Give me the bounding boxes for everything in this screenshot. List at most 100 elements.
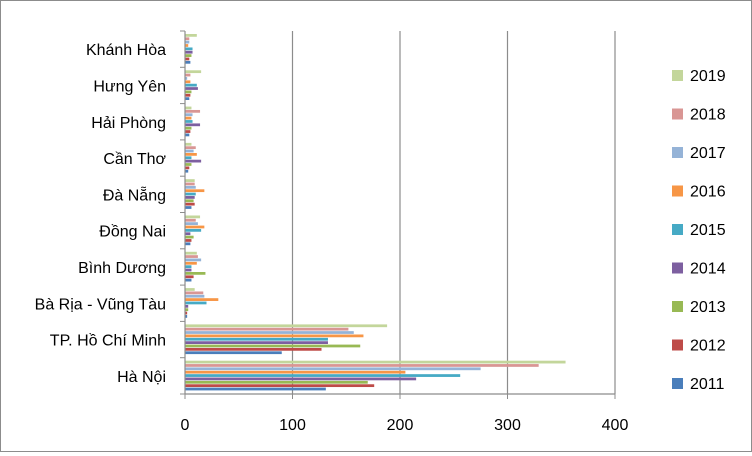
bar-2019-5 bbox=[185, 179, 195, 182]
category-label: Hải Phòng bbox=[91, 115, 166, 132]
legend-label-2013: 2013 bbox=[690, 299, 726, 316]
x-tick-label: 300 bbox=[494, 417, 521, 434]
bar-2015-7 bbox=[185, 120, 193, 123]
bar-2016-5 bbox=[185, 189, 204, 192]
bar-2014-5 bbox=[185, 196, 195, 199]
bar-2011-3 bbox=[185, 279, 191, 282]
bar-2015-4 bbox=[185, 229, 201, 232]
bar-2019-4 bbox=[185, 216, 200, 219]
category-label: Bình Dương bbox=[78, 260, 166, 277]
bar-2012-3 bbox=[185, 275, 194, 278]
bar-2017-3 bbox=[185, 259, 201, 262]
bar-2015-5 bbox=[185, 193, 196, 196]
bar-2018-5 bbox=[185, 183, 195, 186]
bar-2015-8 bbox=[185, 84, 197, 87]
bar-2012-0 bbox=[185, 384, 374, 387]
bar-2014-0 bbox=[185, 378, 416, 381]
bar-2014-8 bbox=[185, 87, 198, 90]
legend-label-2018: 2018 bbox=[690, 107, 726, 124]
bar-2011-5 bbox=[185, 206, 191, 209]
bar-2019-0 bbox=[185, 361, 566, 364]
bar-2016-1 bbox=[185, 335, 363, 338]
legend-label-2016: 2016 bbox=[690, 184, 726, 201]
category-label: Hưng Yên bbox=[93, 79, 166, 96]
bar-2011-4 bbox=[185, 242, 190, 245]
bar-2012-1 bbox=[185, 348, 322, 351]
bar-2018-7 bbox=[185, 110, 200, 113]
bar-2011-7 bbox=[185, 134, 189, 137]
bar-2014-6 bbox=[185, 160, 201, 163]
legend-swatch-2011 bbox=[672, 378, 683, 389]
category-label: TP. Hồ Chí Minh bbox=[50, 333, 166, 350]
category-label: Hà Nội bbox=[117, 369, 166, 386]
category-label: Khánh Hòa bbox=[86, 42, 166, 59]
bar-2019-8 bbox=[185, 70, 201, 73]
bar-2016-0 bbox=[185, 371, 405, 374]
bar-2016-4 bbox=[185, 226, 204, 229]
bar-2018-4 bbox=[185, 219, 196, 222]
legend-label-2019: 2019 bbox=[690, 68, 726, 85]
bar-2015-3 bbox=[185, 265, 191, 268]
bar-2017-4 bbox=[185, 222, 198, 225]
bar-2015-9 bbox=[185, 47, 193, 50]
bar-2015-6 bbox=[185, 156, 191, 159]
legend-label-2011: 2011 bbox=[690, 376, 725, 393]
bar-2014-7 bbox=[185, 123, 200, 126]
bar-2017-0 bbox=[185, 367, 481, 370]
legend-swatch-2016 bbox=[672, 186, 683, 197]
legend-swatch-2017 bbox=[672, 147, 683, 158]
bar-2013-0 bbox=[185, 381, 368, 384]
bar-2018-6 bbox=[185, 146, 196, 149]
bar-2013-1 bbox=[185, 345, 360, 348]
bar-2017-6 bbox=[185, 150, 194, 153]
bar-2013-4 bbox=[185, 236, 194, 239]
bar-2013-9 bbox=[185, 54, 191, 57]
legend-label-2012: 2012 bbox=[690, 338, 726, 355]
bar-2011-0 bbox=[185, 388, 326, 391]
legend-swatch-2013 bbox=[672, 301, 683, 312]
bar-2019-6 bbox=[185, 143, 191, 146]
bar-2019-1 bbox=[185, 324, 387, 327]
legend: 2019 2018 2017 2016 2015 2014 2013 2012 2011 bbox=[672, 68, 726, 393]
bar-2012-4 bbox=[185, 239, 191, 242]
x-tick-label: 0 bbox=[181, 417, 190, 434]
bar-2016-2 bbox=[185, 298, 218, 301]
gridlines bbox=[293, 31, 616, 394]
bar-2012-5 bbox=[185, 203, 195, 206]
bar-2012-7 bbox=[185, 130, 190, 133]
bar-2016-3 bbox=[185, 262, 197, 265]
bar-2017-1 bbox=[185, 331, 354, 334]
category-label: Bà Rịa - Vũng Tàu bbox=[35, 296, 166, 313]
bar-2014-9 bbox=[185, 51, 193, 54]
bar-2019-3 bbox=[185, 252, 197, 255]
bar-2018-2 bbox=[185, 291, 203, 294]
bar-2015-1 bbox=[185, 338, 328, 341]
legend-label-2015: 2015 bbox=[690, 222, 726, 239]
bar-2016-6 bbox=[185, 153, 197, 156]
bar-2019-2 bbox=[185, 288, 195, 291]
bar-2017-5 bbox=[185, 186, 196, 189]
bar-2018-0 bbox=[185, 364, 539, 367]
bar-2011-1 bbox=[185, 351, 282, 354]
bar-2016-7 bbox=[185, 117, 191, 120]
bar-2013-3 bbox=[185, 272, 205, 275]
legend-label-2014: 2014 bbox=[690, 261, 726, 278]
bar-2013-5 bbox=[185, 199, 194, 202]
bar-2017-7 bbox=[185, 113, 193, 116]
bar-2014-4 bbox=[185, 232, 190, 235]
bar-2018-9 bbox=[185, 37, 189, 40]
x-tick-label: 200 bbox=[387, 417, 414, 434]
bar-2017-2 bbox=[185, 295, 204, 298]
bar-2013-7 bbox=[185, 127, 191, 130]
legend-swatch-2012 bbox=[672, 340, 683, 351]
legend-label-2017: 2017 bbox=[690, 145, 726, 162]
bars bbox=[185, 34, 566, 390]
bar-2018-1 bbox=[185, 328, 348, 331]
bar-2016-8 bbox=[185, 80, 190, 83]
bar-2014-3 bbox=[185, 269, 191, 272]
bar-2014-1 bbox=[185, 341, 328, 344]
category-label: Đà Nẵng bbox=[103, 185, 166, 204]
legend-swatch-2019 bbox=[672, 70, 683, 81]
